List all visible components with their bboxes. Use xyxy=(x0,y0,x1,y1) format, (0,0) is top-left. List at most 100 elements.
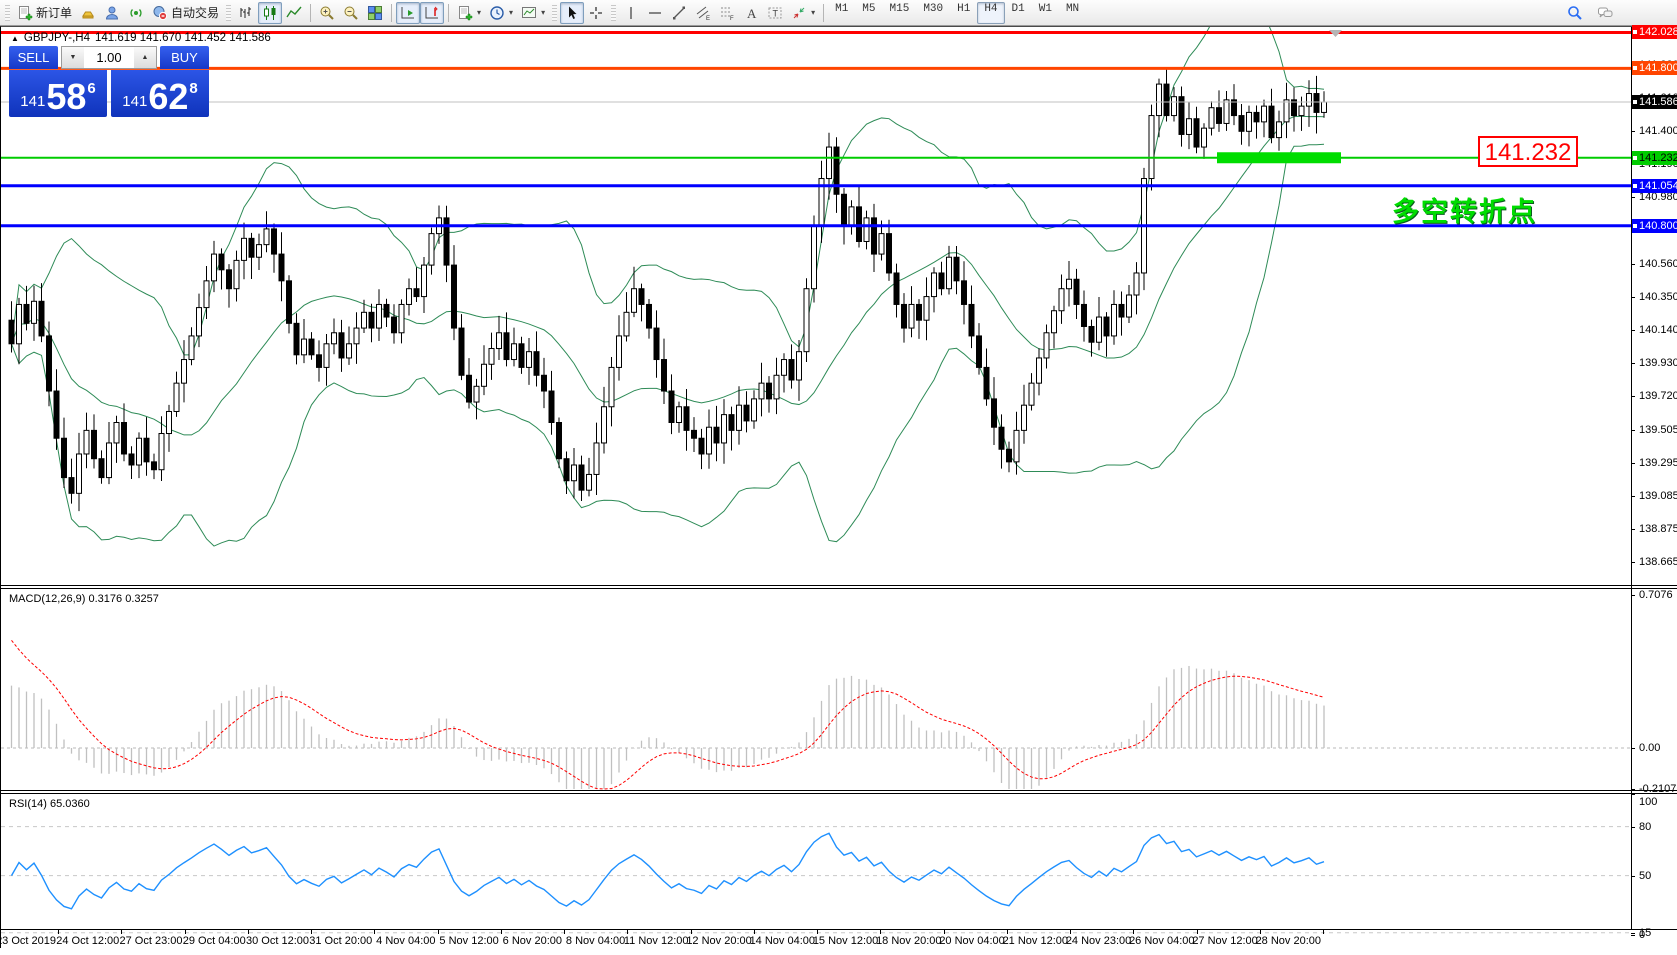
volume-decrease-button[interactable]: ▼ xyxy=(62,47,84,68)
chevron-down-icon[interactable]: ▾ xyxy=(509,8,514,17)
timeframe-m30-button[interactable]: M30 xyxy=(923,2,944,15)
macd-tick xyxy=(1631,594,1635,596)
toolbar-drag-handle[interactable] xyxy=(226,4,232,21)
bar-chart-button[interactable] xyxy=(234,2,258,24)
new-order-button[interactable]: 新订单 xyxy=(13,2,76,24)
volume-stepper[interactable]: ▼ 1.00 ▲ xyxy=(61,46,157,69)
volume-value[interactable]: 1.00 xyxy=(96,50,122,65)
price-badge-141.054: 141.054 xyxy=(1632,178,1677,193)
zoom-out-button[interactable] xyxy=(339,2,363,24)
buy-button[interactable]: BUY xyxy=(160,46,209,69)
vline-icon xyxy=(623,5,639,21)
vertical-line-tool-button[interactable] xyxy=(619,2,643,24)
chat-icon-button[interactable] xyxy=(1593,2,1617,24)
chart-shift-icon xyxy=(424,5,440,21)
toolbar-drag-handle[interactable] xyxy=(552,4,558,21)
candle-body xyxy=(383,303,390,318)
buy-price-button[interactable]: 141 62 8 xyxy=(111,70,209,117)
candle-body xyxy=(1216,107,1222,124)
timeframe-m15-button[interactable]: M15 xyxy=(889,2,910,15)
search-icon-button[interactable] xyxy=(1563,2,1587,24)
candle-body xyxy=(751,398,757,422)
timeframe-m5-button[interactable]: M5 xyxy=(862,2,876,15)
chart-window[interactable]: ▲ GBPJPY-,H4 141.619 141.670 141.452 141… xyxy=(0,25,1677,949)
candle-body xyxy=(1028,382,1035,406)
chevron-down-icon[interactable]: ▾ xyxy=(541,8,546,17)
candle-body xyxy=(886,233,892,274)
candle-body xyxy=(158,433,165,471)
sell-button[interactable]: SELL xyxy=(9,46,58,69)
chart-shift-marker-icon[interactable] xyxy=(1329,30,1342,37)
candle-body xyxy=(91,429,97,460)
panel-divider[interactable] xyxy=(1,585,1677,589)
market-watch-button[interactable] xyxy=(76,2,100,24)
candle-body xyxy=(1058,288,1065,312)
time-label: 18 Nov 20:00 xyxy=(876,935,942,947)
support-zone-highlight[interactable] xyxy=(1217,152,1341,164)
price-tick xyxy=(1631,131,1635,133)
candle-body xyxy=(961,280,967,305)
line-chart-button[interactable] xyxy=(282,2,306,24)
candle-body xyxy=(338,332,345,359)
auto-scroll-button[interactable] xyxy=(396,1,421,24)
rsi-indicator-chart[interactable] xyxy=(1,794,1631,955)
toolbar: 新订单 自动交易 ▾ ▾ ▾ E F A T ▾ M1 M5 M15 M30 H1 H4 D1 W1 MN xyxy=(0,0,1677,26)
candle-body xyxy=(541,374,547,392)
main-price-chart[interactable] xyxy=(1,27,1631,561)
rsi-scale-label: 0 xyxy=(1639,929,1646,941)
chevron-down-icon[interactable]: ▾ xyxy=(477,8,482,17)
tile-windows-button[interactable] xyxy=(363,2,387,24)
horizontal-line-tool-button[interactable] xyxy=(643,2,667,24)
candle-body xyxy=(728,414,735,431)
candle-body xyxy=(1073,278,1080,305)
trendline-tool-button[interactable] xyxy=(667,2,691,24)
candle-body xyxy=(1201,127,1207,148)
candle-body xyxy=(713,426,720,444)
zoom-in-button[interactable] xyxy=(315,2,339,24)
price-tick-label: 138.665 xyxy=(1639,555,1677,568)
panel-divider[interactable] xyxy=(1,790,1677,794)
fibonacci-tool-button[interactable]: F xyxy=(715,2,739,24)
chevron-down-icon[interactable]: ▾ xyxy=(811,8,816,17)
signals-button[interactable] xyxy=(124,2,148,24)
arrows-icon xyxy=(791,5,807,21)
candle-body xyxy=(1321,101,1327,113)
hline-icon xyxy=(647,5,663,21)
buy-price-prefix: 141 xyxy=(122,93,148,110)
periods-button[interactable]: ▾ xyxy=(485,2,517,24)
candlestick-chart-button[interactable] xyxy=(258,1,283,24)
toolbar-drag-handle[interactable] xyxy=(611,4,617,21)
templates-button[interactable]: ▾ xyxy=(517,2,549,24)
candle-body xyxy=(308,338,315,356)
indicators-button[interactable]: ▾ xyxy=(453,2,485,24)
candle-body xyxy=(68,477,75,494)
autotrading-button[interactable]: 自动交易 xyxy=(148,2,223,24)
candle-body xyxy=(931,272,937,298)
timeframe-h1-button[interactable]: H1 xyxy=(957,2,971,15)
candle-body xyxy=(301,338,307,356)
macd-indicator-chart[interactable] xyxy=(1,589,1631,792)
timeframe-d1-button[interactable]: D1 xyxy=(1011,2,1025,15)
candle-body xyxy=(248,237,255,258)
text-tool-button[interactable]: A xyxy=(739,2,763,24)
timeframe-h4-button[interactable]: H4 xyxy=(977,1,1005,24)
label-tool-button[interactable]: T xyxy=(763,2,787,24)
channel-tool-button[interactable]: E xyxy=(691,2,715,24)
ohlc-values: 141.619 141.670 141.452 141.586 xyxy=(94,32,271,44)
cursor-tool-button[interactable] xyxy=(560,1,585,24)
timeframe-m1-button[interactable]: M1 xyxy=(835,2,849,15)
time-label: 21 Nov 12:00 xyxy=(1002,935,1068,947)
toolbar-drag-handle[interactable] xyxy=(5,4,10,21)
timeframe-w1-button[interactable]: W1 xyxy=(1038,2,1052,15)
sell-price-button[interactable]: 141 58 6 xyxy=(9,70,107,117)
candle-body xyxy=(1021,404,1027,431)
chart-shift-button[interactable] xyxy=(420,1,445,24)
rsi-scale-label: 100 xyxy=(1639,796,1658,808)
crosshair-tool-button[interactable] xyxy=(584,2,608,24)
volume-increase-button[interactable]: ▲ xyxy=(134,47,156,68)
arrows-tool-button[interactable]: ▾ xyxy=(787,2,819,24)
profiles-button[interactable] xyxy=(100,2,124,24)
time-axis[interactable]: 23 Oct 2019 24 Oct 12:00 27 Oct 23:00 29 Oc… xyxy=(0,930,1631,949)
timeframe-mn-button[interactable]: MN xyxy=(1065,2,1080,15)
rsi-scale-label: 80 xyxy=(1639,820,1652,833)
